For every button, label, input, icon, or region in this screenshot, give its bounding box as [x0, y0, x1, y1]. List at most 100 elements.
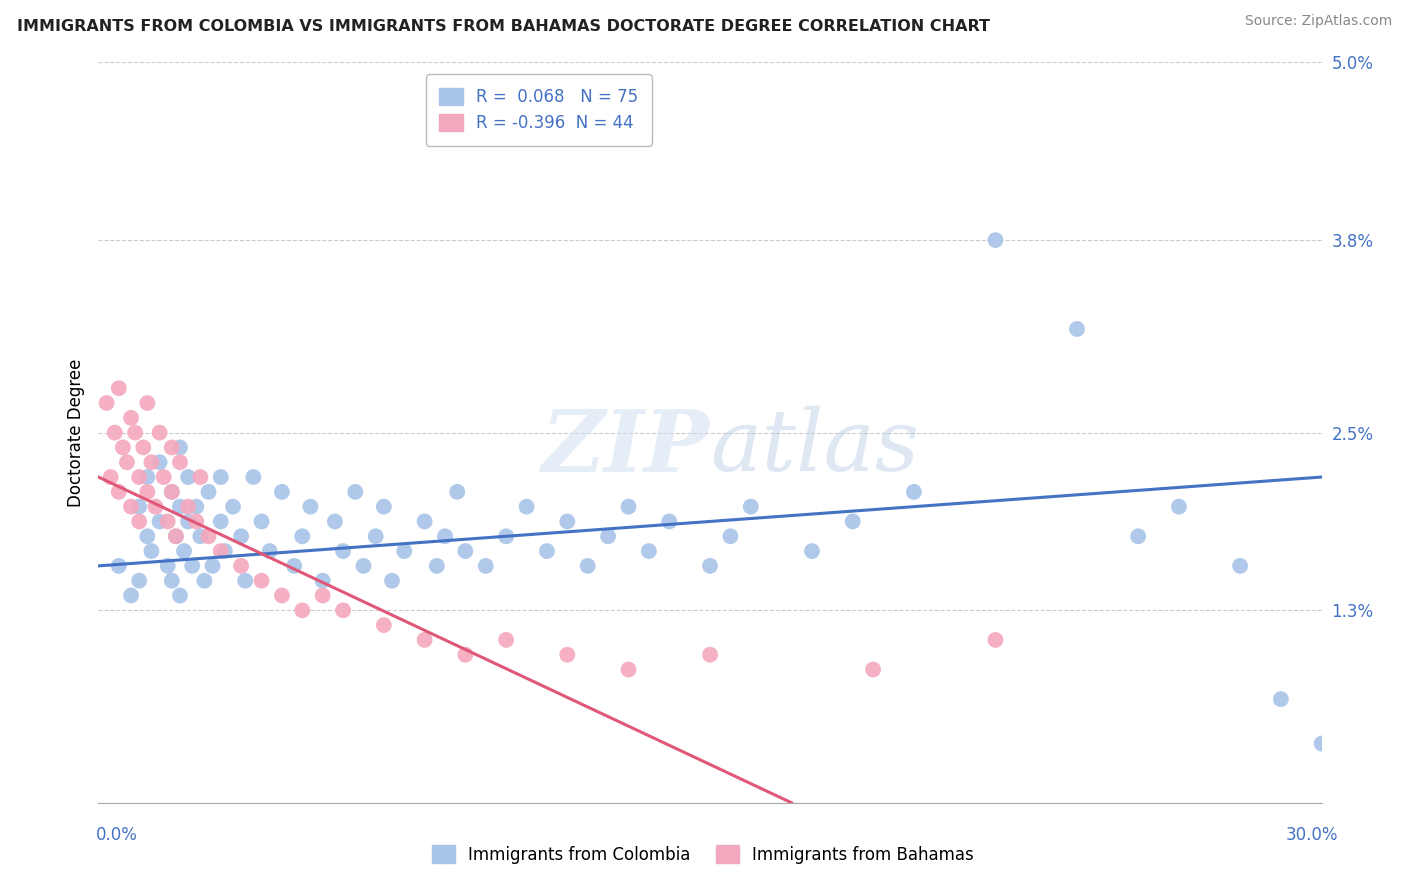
Point [495, 529, 517, 543]
Point [984, 632, 1007, 647]
Point [413, 515, 436, 529]
Text: 30.0%: 30.0% [1286, 826, 1339, 844]
Point [136, 529, 159, 543]
Point [165, 529, 187, 543]
Point [209, 470, 232, 484]
Point [373, 618, 395, 632]
Point [128, 470, 150, 484]
Legend: R =  0.068   N = 75, R = -0.396  N = 44: R = 0.068 N = 75, R = -0.396 N = 44 [426, 74, 651, 145]
Point [231, 558, 253, 573]
Point [291, 603, 314, 617]
Text: IMMIGRANTS FROM COLOMBIA VS IMMIGRANTS FROM BAHAMAS DOCTORATE DEGREE CORRELATION: IMMIGRANTS FROM COLOMBIA VS IMMIGRANTS F… [17, 20, 990, 34]
Point [699, 648, 721, 662]
Point [291, 529, 314, 543]
Point [598, 529, 620, 543]
Text: ZIP: ZIP [543, 406, 710, 489]
Point [209, 544, 232, 558]
Point [186, 515, 208, 529]
Point [152, 470, 174, 484]
Point [108, 381, 131, 395]
Point [214, 544, 236, 558]
Point [169, 455, 191, 469]
Point [149, 515, 172, 529]
Point [1229, 558, 1251, 573]
Point [344, 484, 367, 499]
Text: Source: ZipAtlas.com: Source: ZipAtlas.com [1244, 14, 1392, 28]
Point [111, 441, 134, 455]
Point [160, 484, 183, 499]
Point [96, 396, 118, 410]
Point [108, 558, 131, 573]
Point [209, 515, 232, 529]
Point [132, 441, 155, 455]
Point [120, 589, 142, 603]
Point [312, 574, 335, 588]
Point [299, 500, 322, 514]
Point [413, 632, 436, 647]
Point [617, 663, 640, 677]
Point [495, 632, 517, 647]
Point [454, 544, 477, 558]
Point [169, 441, 191, 455]
Point [984, 233, 1007, 247]
Point [637, 544, 661, 558]
Point [718, 529, 742, 543]
Point [699, 558, 721, 573]
Point [128, 500, 150, 514]
Text: 0.0%: 0.0% [96, 826, 138, 844]
Point [323, 515, 346, 529]
Point [145, 500, 167, 514]
Point [434, 529, 457, 543]
Point [169, 500, 191, 514]
Point [617, 500, 640, 514]
Point [136, 470, 159, 484]
Point [658, 515, 681, 529]
Point [1066, 322, 1088, 336]
Point [115, 455, 138, 469]
Point [555, 648, 579, 662]
Point [283, 558, 305, 573]
Point [136, 396, 159, 410]
Point [100, 470, 122, 484]
Point [426, 558, 449, 573]
Point [332, 544, 354, 558]
Point [108, 484, 131, 499]
Point [156, 558, 179, 573]
Point [188, 470, 212, 484]
Point [197, 529, 219, 543]
Point [181, 558, 204, 573]
Point [177, 470, 200, 484]
Point [231, 529, 253, 543]
Point [862, 663, 884, 677]
Point [364, 529, 387, 543]
Point [222, 500, 245, 514]
Point [474, 558, 498, 573]
Point [555, 515, 579, 529]
Point [536, 544, 558, 558]
Point [160, 484, 183, 499]
Point [1128, 529, 1150, 543]
Point [120, 500, 142, 514]
Point [120, 410, 142, 425]
Point [1270, 692, 1292, 706]
Point [1167, 500, 1189, 514]
Point [312, 589, 335, 603]
Point [516, 500, 538, 514]
Point [188, 529, 212, 543]
Point [392, 544, 416, 558]
Point [841, 515, 863, 529]
Point [201, 558, 224, 573]
Point [149, 455, 172, 469]
Point [149, 425, 172, 440]
Point [193, 574, 215, 588]
Point [446, 484, 468, 499]
Point [197, 484, 219, 499]
Point [233, 574, 256, 588]
Point [124, 425, 146, 440]
Point [259, 544, 281, 558]
Point [141, 544, 163, 558]
Point [128, 574, 150, 588]
Y-axis label: Doctorate Degree: Doctorate Degree [66, 359, 84, 507]
Point [165, 529, 187, 543]
Text: atlas: atlas [710, 406, 920, 489]
